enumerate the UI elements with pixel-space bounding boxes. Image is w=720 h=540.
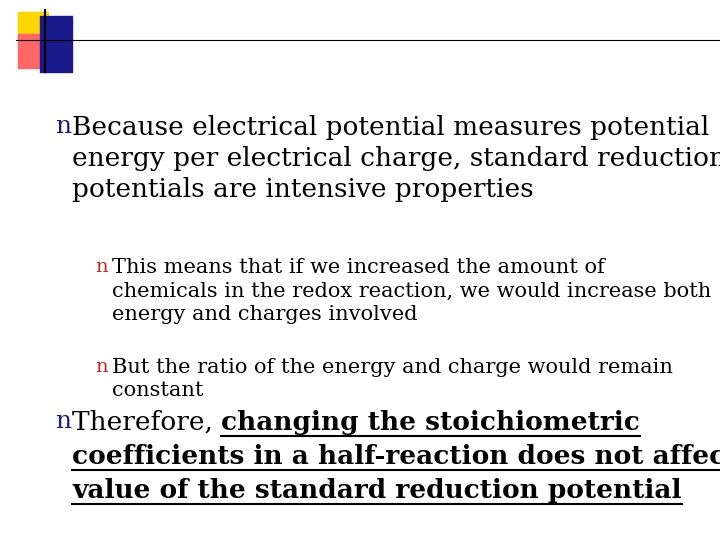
Text: n: n	[55, 115, 71, 138]
Bar	[18, 12, 48, 42]
Bar	[18, 34, 48, 68]
Text: changing the stoichiometric: changing the stoichiometric	[221, 410, 640, 435]
Bar	[40, 16, 72, 72]
Text: n: n	[55, 410, 71, 433]
Text: Therefore,: Therefore,	[72, 410, 221, 435]
Text: This means that if we increased the amount of
chemicals in the redox reaction, w: This means that if we increased the amou…	[112, 258, 711, 324]
Text: But the ratio of the energy and charge would remain
constant: But the ratio of the energy and charge w…	[112, 358, 673, 401]
Text: Because electrical potential measures potential
energy per electrical charge, st: Because electrical potential measures po…	[72, 115, 720, 202]
Text: value of the standard reduction potential: value of the standard reduction potentia…	[72, 478, 682, 503]
Text: n: n	[95, 258, 107, 276]
Text: coefficients in a half-reaction does not affect the: coefficients in a half-reaction does not…	[72, 444, 720, 469]
Text: n: n	[95, 358, 107, 376]
